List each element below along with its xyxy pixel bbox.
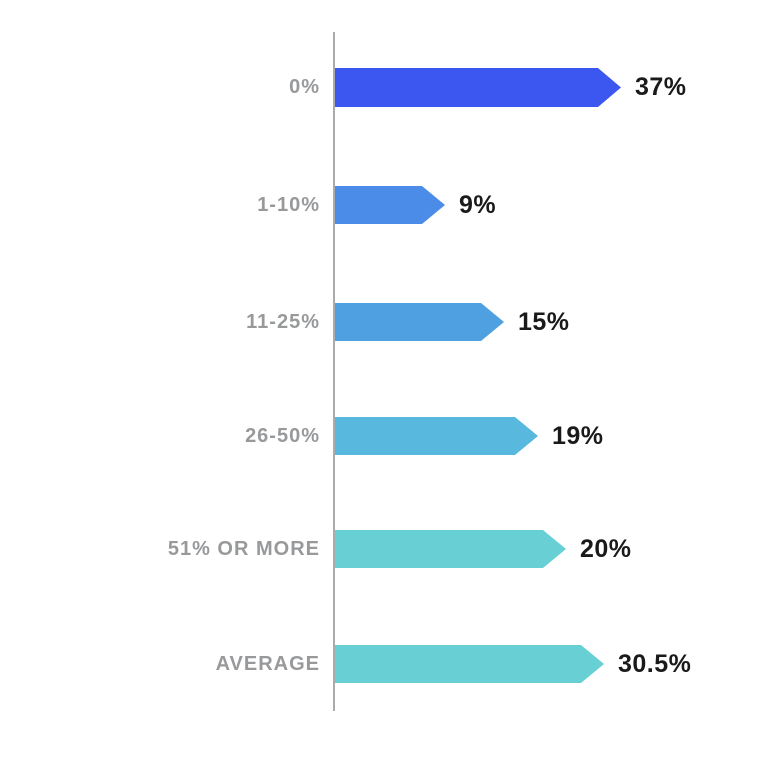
value-label: 9%: [459, 190, 497, 219]
value-label: 37%: [635, 73, 687, 101]
category-label: 26-50%: [245, 424, 320, 447]
bar-row: 11-25% 15%: [0, 303, 775, 341]
value-label: 15%: [518, 307, 570, 336]
bar-arrow: [335, 303, 504, 341]
bar-arrow: [335, 645, 604, 683]
category-label: 51% OR MORE: [167, 537, 320, 560]
bar-arrow: [335, 530, 566, 568]
value-label: 19%: [552, 421, 604, 450]
value-label: 30.5%: [618, 649, 692, 678]
value-label: 20%: [580, 534, 632, 563]
category-label: 11-25%: [246, 310, 320, 333]
category-label: AVERAGE: [215, 652, 320, 675]
bar-arrow: [335, 68, 621, 107]
category-label: 0%: [289, 76, 320, 98]
bar-row: 26-50% 19%: [0, 417, 775, 455]
bar-arrow: [335, 186, 445, 224]
bar-row: 51% OR MORE 20%: [0, 530, 775, 568]
category-label: 1-10%: [257, 193, 320, 216]
bar-arrow: [335, 417, 538, 455]
y-axis-line: [333, 32, 335, 711]
bar-row: 0% 37%: [0, 68, 775, 107]
bar-row: AVERAGE 30.5%: [0, 645, 775, 683]
bar-row: 1-10% 9%: [0, 186, 775, 224]
